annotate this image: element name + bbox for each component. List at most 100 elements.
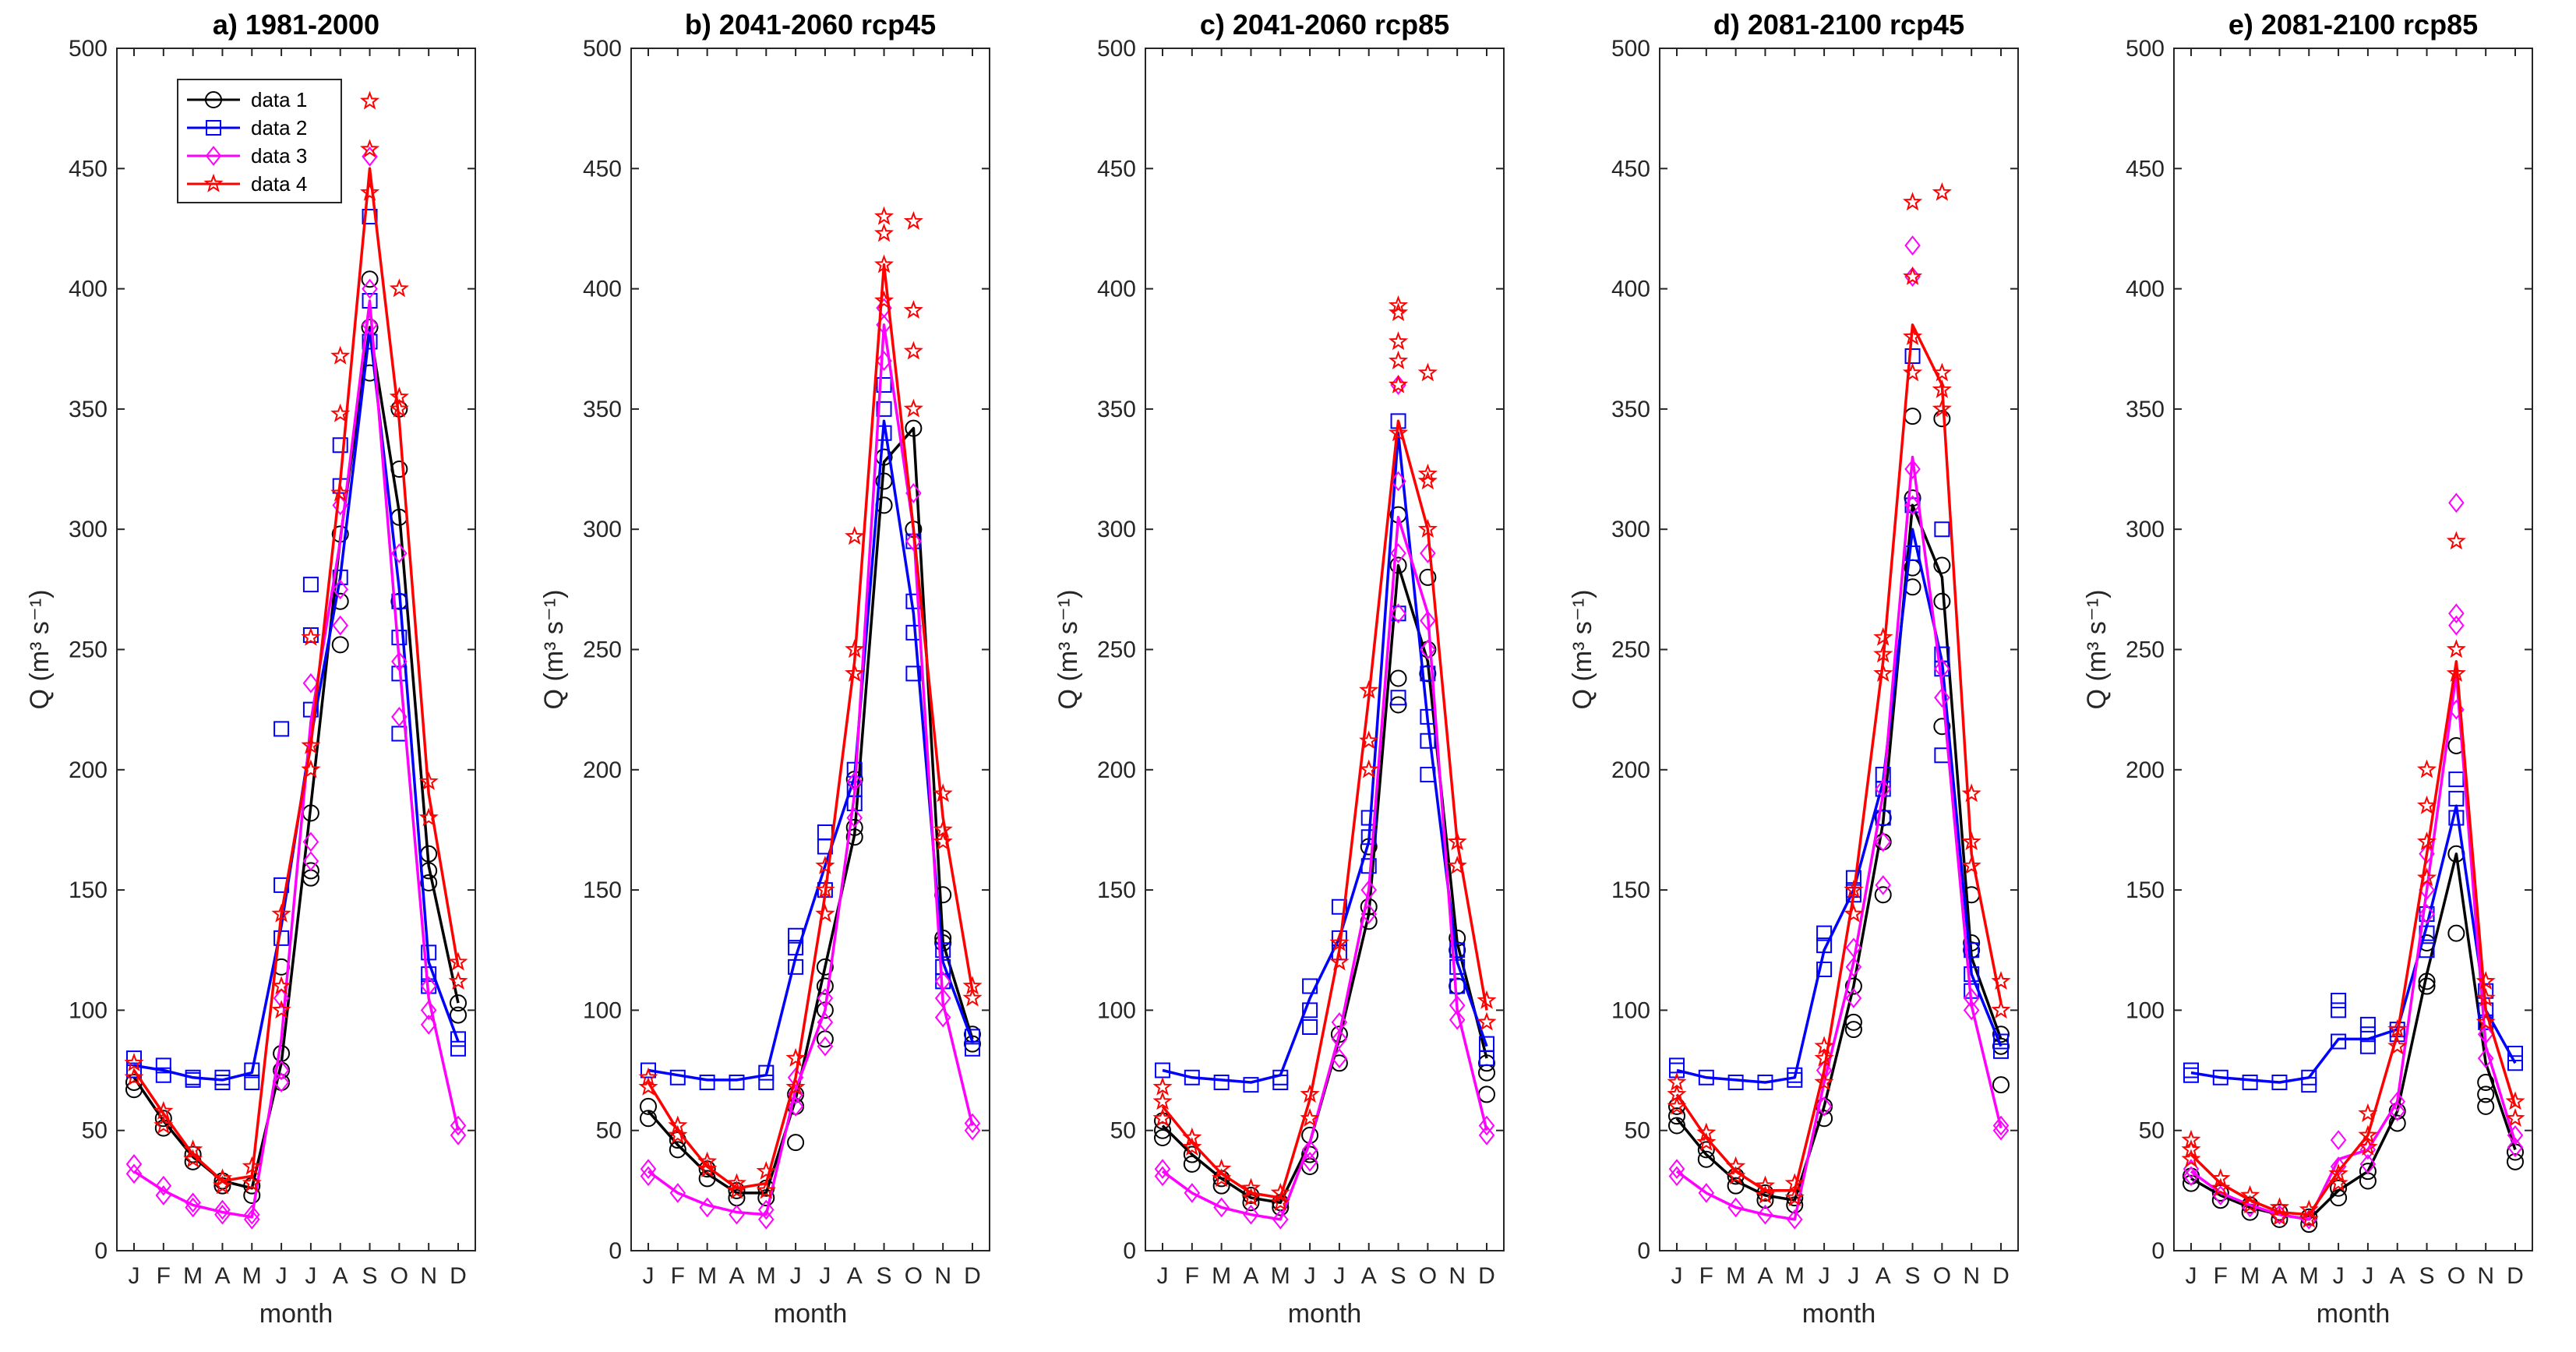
series-3 bbox=[1668, 235, 2010, 1230]
data-point bbox=[756, 1180, 776, 1199]
data-point bbox=[1479, 1036, 1494, 1052]
legend-box bbox=[177, 79, 342, 203]
data-point bbox=[421, 944, 437, 961]
data-point bbox=[816, 958, 834, 976]
data-point bbox=[1668, 1107, 1685, 1125]
data-point bbox=[2387, 1036, 2408, 1055]
y-tick-label: 400 bbox=[1611, 277, 1650, 302]
data-point bbox=[817, 838, 833, 855]
data-point bbox=[2183, 1062, 2199, 1078]
data-point bbox=[815, 903, 835, 923]
data-point bbox=[1875, 831, 1892, 853]
legend-label: data 1 bbox=[251, 88, 307, 111]
y-tick-label: 0 bbox=[1123, 1238, 1136, 1264]
data-point bbox=[243, 1204, 260, 1225]
y-tick-label: 500 bbox=[1611, 36, 1650, 62]
data-point bbox=[788, 940, 804, 956]
data-point bbox=[126, 1062, 142, 1078]
data-point bbox=[1784, 1187, 1805, 1206]
x-axis-label: month bbox=[1802, 1299, 1876, 1329]
data-point bbox=[2507, 1125, 2524, 1145]
x-axis-label: month bbox=[2317, 1299, 2391, 1329]
panel-title: a) 1981-2000 bbox=[213, 9, 379, 41]
data-point bbox=[450, 1115, 467, 1136]
y-tick-label: 300 bbox=[1097, 517, 1136, 542]
y-tick-label: 250 bbox=[583, 637, 622, 663]
data-point bbox=[450, 1125, 467, 1145]
data-point bbox=[2359, 1154, 2377, 1174]
data-point bbox=[242, 1173, 262, 1192]
x-tick-label: M bbox=[1212, 1263, 1231, 1289]
plot-area bbox=[2173, 48, 2533, 1251]
data-point bbox=[1478, 1125, 1495, 1145]
data-point bbox=[962, 987, 983, 1007]
data-point bbox=[903, 210, 923, 230]
series-line bbox=[1161, 419, 1488, 1199]
data-point bbox=[418, 807, 439, 827]
series-4 bbox=[1667, 182, 2011, 1206]
x-tick-label: A bbox=[1361, 1263, 1377, 1289]
series-3 bbox=[125, 146, 467, 1230]
series-line bbox=[647, 263, 974, 1190]
x-tick-label: S bbox=[362, 1263, 378, 1289]
data-point bbox=[183, 1149, 203, 1168]
data-point bbox=[2331, 1033, 2347, 1050]
data-point bbox=[846, 796, 863, 811]
data-point bbox=[302, 577, 319, 593]
data-point bbox=[640, 1062, 656, 1078]
y-tick-label: 450 bbox=[1097, 156, 1136, 182]
data-point bbox=[1698, 1069, 1714, 1085]
x-tick-label: S bbox=[1391, 1263, 1406, 1289]
data-point bbox=[2507, 1137, 2524, 1158]
data-point bbox=[332, 579, 349, 600]
data-point bbox=[2507, 1153, 2524, 1170]
data-point bbox=[2211, 1184, 2229, 1202]
x-tick-label: F bbox=[2214, 1263, 2228, 1289]
data-point bbox=[1904, 459, 1921, 479]
y-tick-label: 0 bbox=[1637, 1238, 1650, 1264]
x-tick-label: O bbox=[2447, 1263, 2465, 1289]
data-point bbox=[155, 1067, 171, 1083]
y-tick-label: 0 bbox=[94, 1238, 108, 1264]
data-point bbox=[1154, 1128, 1171, 1146]
data-point bbox=[1420, 543, 1436, 563]
data-point bbox=[301, 759, 321, 778]
data-point bbox=[756, 1160, 776, 1180]
data-point bbox=[1844, 977, 1862, 995]
data-point bbox=[1668, 1159, 1685, 1179]
y-axis-label: Q (m³ s⁻¹) bbox=[2082, 590, 2112, 710]
data-point bbox=[124, 1052, 144, 1072]
y-tick-label: 400 bbox=[1097, 277, 1136, 302]
data-point bbox=[1814, 1047, 1834, 1067]
data-point bbox=[964, 1120, 981, 1141]
data-point bbox=[302, 627, 319, 643]
x-tick-label: J bbox=[643, 1263, 655, 1289]
data-point bbox=[1933, 718, 1951, 736]
data-point bbox=[2446, 531, 2466, 550]
x-tick-label: O bbox=[1933, 1263, 1951, 1289]
x-tick-label: D bbox=[964, 1263, 981, 1289]
data-point bbox=[1152, 1076, 1173, 1096]
x-tick-label: J bbox=[819, 1263, 831, 1289]
data-point bbox=[1933, 410, 1951, 428]
x-tick-label: N bbox=[2477, 1263, 2494, 1289]
x-tick-label: F bbox=[157, 1263, 171, 1289]
y-tick-label: 150 bbox=[583, 877, 622, 903]
series-line bbox=[132, 167, 460, 1183]
y-tick-label: 200 bbox=[583, 757, 622, 783]
y-tick-label: 400 bbox=[2126, 277, 2165, 302]
x-tick-label: J bbox=[129, 1263, 140, 1289]
data-point bbox=[1272, 1209, 1289, 1230]
series-3 bbox=[640, 298, 981, 1230]
legend-marker bbox=[205, 146, 222, 166]
data-point bbox=[1902, 362, 1923, 382]
x-tick-label: F bbox=[671, 1263, 685, 1289]
data-point bbox=[1875, 810, 1891, 826]
legend-label: data 2 bbox=[251, 116, 307, 139]
data-point bbox=[1420, 665, 1436, 682]
data-point bbox=[1390, 690, 1406, 706]
data-point bbox=[2331, 1002, 2347, 1018]
data-point bbox=[816, 977, 834, 995]
y-tick-label: 250 bbox=[2126, 637, 2165, 663]
x-tick-label: N bbox=[420, 1263, 437, 1289]
